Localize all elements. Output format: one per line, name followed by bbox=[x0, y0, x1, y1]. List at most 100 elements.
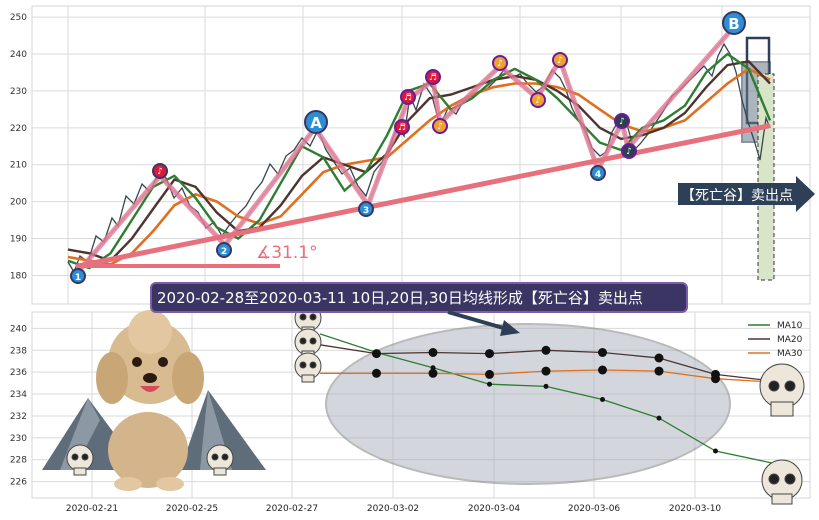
svg-text:♪: ♪ bbox=[535, 96, 541, 106]
music-note-icon: ♪ bbox=[530, 92, 546, 108]
bottom-x-tick: 2020-03-06 bbox=[568, 504, 621, 514]
bottom-y-tick: 236 bbox=[10, 368, 27, 378]
data-point bbox=[713, 448, 718, 454]
music-note-icon: ♪ bbox=[621, 143, 637, 159]
skull-icons bbox=[66, 304, 805, 505]
data-point bbox=[598, 365, 607, 375]
svg-text:♪: ♪ bbox=[557, 56, 563, 66]
count-badges: 1 2 3 4 A B bbox=[70, 11, 746, 284]
data-point bbox=[372, 349, 381, 359]
bottom-x-tick: 2020-03-02 bbox=[367, 504, 419, 514]
angle-label: ∡31.1° bbox=[256, 243, 318, 263]
data-point bbox=[372, 368, 381, 378]
top-y-tick: 190 bbox=[10, 235, 27, 245]
bottom-y-tick: 228 bbox=[10, 456, 27, 466]
svg-text:3: 3 bbox=[363, 206, 369, 216]
music-note-icon: ♬ bbox=[394, 119, 410, 135]
svg-text:♬: ♬ bbox=[404, 93, 412, 103]
top-y-tick: 240 bbox=[10, 50, 27, 60]
music-note-icon: ♪ bbox=[552, 52, 568, 68]
trend-line bbox=[75, 123, 771, 269]
data-point bbox=[654, 353, 664, 363]
data-point bbox=[543, 383, 549, 389]
data-point bbox=[600, 397, 605, 402]
bottom-y-tick: 240 bbox=[10, 324, 27, 334]
data-point bbox=[485, 349, 494, 359]
legend-ma30: MA30 bbox=[777, 349, 803, 359]
svg-text:♪: ♪ bbox=[497, 59, 503, 69]
svg-text:♪: ♪ bbox=[437, 122, 443, 132]
ma10-top-line bbox=[67, 52, 772, 270]
badge-a-icon: A bbox=[304, 110, 328, 134]
svg-text:♪: ♪ bbox=[157, 167, 163, 177]
ma20-top-line bbox=[67, 60, 771, 263]
top-y-tick: 230 bbox=[10, 87, 27, 97]
music-note-icon: ♪ bbox=[492, 55, 508, 71]
badge-b-icon: B bbox=[722, 11, 746, 35]
bottom-points bbox=[372, 345, 720, 454]
top-panel: 180 190 200 210 220 230 240 250 ∡31.1° 1 2 3 4 … bbox=[10, 5, 815, 305]
top-y-tick: 180 bbox=[10, 271, 27, 281]
data-point bbox=[711, 374, 720, 384]
skull-icon bbox=[761, 459, 803, 505]
bottom-x-tick: 2020-03-10 bbox=[669, 504, 722, 514]
music-note-icon: ♪ bbox=[152, 163, 168, 179]
svg-text:♬: ♬ bbox=[429, 73, 437, 83]
data-point bbox=[598, 348, 607, 357]
badge-3-icon: 3 bbox=[358, 201, 374, 217]
badge-2-icon: 2 bbox=[216, 242, 232, 258]
top-y-tick: 220 bbox=[10, 124, 27, 134]
top-y-tick: 250 bbox=[10, 13, 27, 23]
bottom-y-axis: 226 228 230 232 234 236 238 240 bbox=[10, 324, 27, 487]
death-valley-arrow: 【死亡谷】卖出点 bbox=[678, 176, 815, 212]
skull-icon bbox=[66, 444, 94, 476]
bottom-y-tick: 226 bbox=[10, 478, 27, 488]
music-note-icon: ♪ bbox=[432, 118, 448, 134]
music-note-icon: ♬ bbox=[425, 69, 441, 85]
bottom-x-tick: 2020-02-27 bbox=[266, 504, 318, 514]
data-point bbox=[428, 348, 438, 357]
data-point bbox=[654, 366, 664, 376]
svg-text:1: 1 bbox=[75, 273, 81, 283]
top-y-tick: 210 bbox=[10, 161, 27, 171]
svg-text:B: B bbox=[728, 15, 739, 33]
legend-ma10: MA10 bbox=[777, 321, 803, 331]
data-point bbox=[487, 381, 492, 387]
data-point bbox=[428, 368, 438, 378]
skull-icon bbox=[206, 444, 234, 476]
bottom-y-tick: 234 bbox=[10, 390, 27, 400]
bottom-x-tick: 2020-03-04 bbox=[468, 504, 521, 514]
svg-text:2: 2 bbox=[221, 247, 227, 257]
svg-text:♪: ♪ bbox=[626, 147, 632, 157]
svg-text:4: 4 bbox=[595, 170, 601, 180]
bottom-x-tick: 2020-02-21 bbox=[66, 504, 118, 514]
poodle-icon bbox=[96, 310, 204, 491]
data-point bbox=[485, 369, 494, 379]
bottom-y-tick: 238 bbox=[10, 346, 27, 356]
svg-text:♪: ♪ bbox=[619, 117, 625, 127]
top-y-axis: 180 190 200 210 220 230 240 250 bbox=[10, 13, 27, 281]
bottom-x-axis: 2020-02-21 2020-02-25 2020-02-27 2020-03-02… bbox=[66, 504, 722, 514]
skull-icon bbox=[759, 363, 805, 417]
svg-text:A: A bbox=[310, 114, 322, 132]
bottom-x-tick: 2020-02-25 bbox=[166, 504, 218, 514]
banner-text: 2020-02-28至2020-03-11 10日,20日,30日均线形成【死亡… bbox=[157, 289, 643, 307]
pointer-arrow bbox=[447, 310, 520, 336]
music-note-markers: ♪ ♬ ♬ ♬ ♪ ♪ ♪ ♪ ♪ ♪ bbox=[152, 52, 637, 179]
music-note-icon: ♪ bbox=[614, 113, 630, 129]
bottom-y-tick: 232 bbox=[10, 412, 27, 422]
top-grid bbox=[32, 6, 810, 304]
death-valley-label: 【死亡谷】卖出点 bbox=[681, 188, 793, 204]
bottom-y-tick: 230 bbox=[10, 434, 27, 444]
top-y-tick: 200 bbox=[10, 198, 27, 208]
highlight-ellipse bbox=[325, 323, 731, 485]
legend-ma20: MA20 bbox=[777, 335, 803, 345]
legend: MA10 MA20 MA30 bbox=[748, 321, 803, 359]
data-point bbox=[541, 366, 551, 376]
data-point bbox=[656, 415, 662, 421]
music-note-icon: ♬ bbox=[400, 89, 416, 105]
data-point bbox=[541, 345, 551, 355]
badge-4-icon: 4 bbox=[590, 165, 606, 181]
